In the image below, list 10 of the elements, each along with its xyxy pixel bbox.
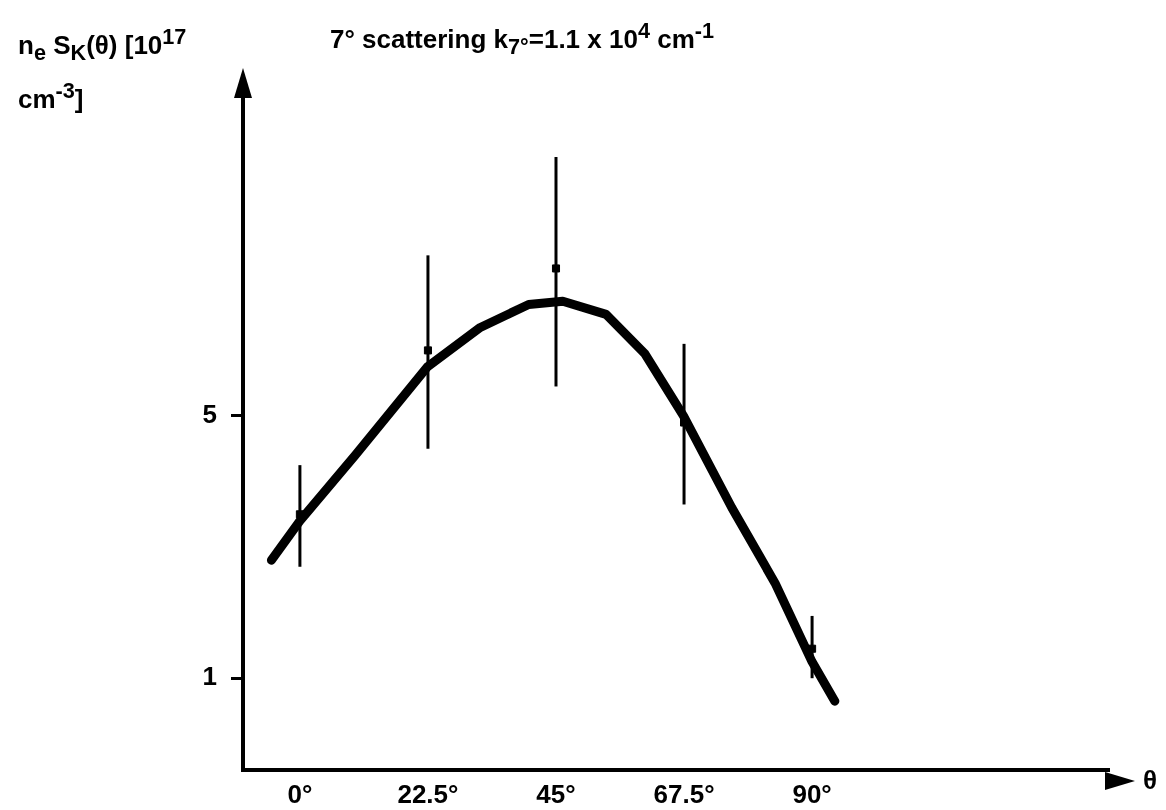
chart-title: 7° scattering k$_{7°}$=1.1 x 10$^{4}$ cm$^{-1}$: [330, 18, 715, 60]
x-tick-label: 45°: [536, 778, 576, 809]
x-tick-label: 67.5°: [653, 778, 715, 809]
y-tick-label: 5: [202, 399, 217, 430]
text: n$_{e}$ S$_{K}$(θ) [10$^{17}$ cm$^{-3}$]: [18, 24, 187, 114]
x-tick-label: 90°: [792, 778, 832, 809]
x-tick-label: 22.5°: [397, 778, 459, 809]
x-axis-title: θ: [1143, 765, 1158, 796]
x-tick-label: 0°: [287, 778, 313, 809]
y-tick-label: 1: [202, 661, 217, 692]
